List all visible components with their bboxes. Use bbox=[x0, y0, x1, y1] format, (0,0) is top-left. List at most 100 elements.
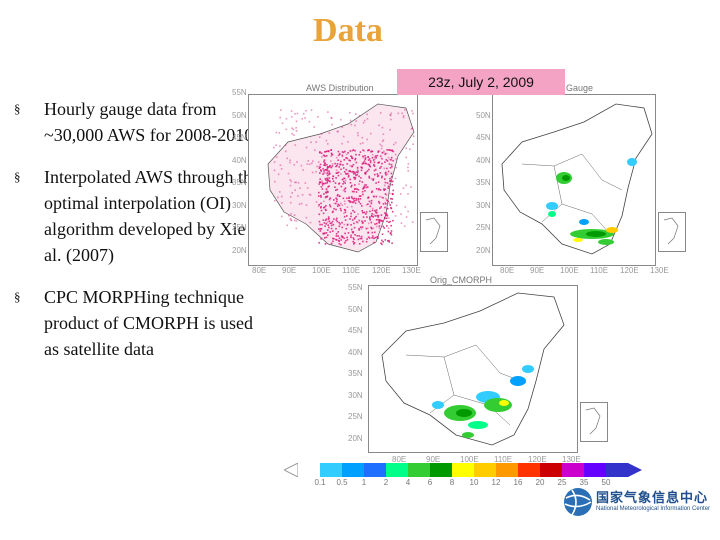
aws-station-point bbox=[391, 183, 393, 186]
aws-station-point bbox=[353, 226, 356, 229]
aws-station-point bbox=[355, 113, 357, 115]
aws-station-point bbox=[281, 195, 283, 198]
aws-station-point bbox=[325, 150, 328, 153]
lat-tick-label: 20N bbox=[232, 245, 247, 255]
lon-tick-label: 110E bbox=[494, 455, 513, 464]
aws-station-point bbox=[349, 182, 352, 184]
aws-station-point bbox=[293, 219, 296, 222]
aws-station-point bbox=[369, 216, 371, 218]
aws-station-point bbox=[380, 220, 383, 222]
aws-station-point bbox=[354, 187, 357, 190]
aws-station-point bbox=[335, 177, 337, 179]
aws-station-point bbox=[300, 164, 303, 167]
aws-station-point bbox=[338, 152, 341, 155]
aws-station-point bbox=[388, 149, 390, 151]
aws-station-point bbox=[274, 180, 276, 183]
lat-tick-label: 50N bbox=[232, 110, 247, 120]
legend-label: 6 bbox=[427, 478, 433, 487]
aws-station-point bbox=[352, 163, 355, 166]
aws-station-point bbox=[370, 214, 373, 217]
aws-station-point bbox=[344, 187, 347, 189]
aws-station-point bbox=[373, 169, 376, 172]
aws-station-point bbox=[326, 221, 329, 224]
aws-station-point bbox=[352, 231, 355, 233]
legend-swatch bbox=[298, 463, 321, 477]
aws-station-point bbox=[357, 199, 360, 201]
aws-station-point bbox=[390, 114, 392, 117]
aws-station-point bbox=[337, 194, 339, 196]
aws-station-point bbox=[390, 230, 393, 232]
aws-station-point bbox=[379, 207, 381, 209]
aws-station-point bbox=[374, 215, 377, 217]
aws-station-point bbox=[354, 158, 356, 161]
aws-station-point bbox=[346, 238, 349, 241]
aws-station-point bbox=[389, 180, 391, 182]
aws-station-point bbox=[366, 170, 369, 172]
aws-station-point bbox=[390, 207, 393, 210]
aws-station-point bbox=[388, 163, 391, 165]
aws-station-point bbox=[338, 225, 341, 228]
aws-station-point bbox=[359, 142, 362, 145]
aws-station-point bbox=[338, 182, 341, 185]
aws-station-point bbox=[327, 150, 330, 153]
aws-station-point bbox=[364, 220, 366, 222]
aws-station-point bbox=[308, 193, 311, 196]
aws-station-point bbox=[347, 152, 349, 154]
aws-station-point bbox=[353, 211, 356, 213]
lat-tick-label: 35N bbox=[348, 369, 363, 378]
legend-swatch bbox=[584, 463, 607, 477]
aws-station-point bbox=[377, 188, 380, 191]
aws-station-point bbox=[311, 162, 313, 165]
aws-station-point bbox=[351, 150, 353, 152]
aws-station-point bbox=[318, 228, 320, 230]
aws-station-point bbox=[326, 195, 329, 198]
aws-station-point bbox=[361, 136, 364, 139]
aws-station-point bbox=[363, 185, 366, 188]
aws-station-point bbox=[367, 163, 369, 166]
aws-station-point bbox=[289, 179, 291, 181]
aws-station-point bbox=[375, 168, 377, 171]
aws-station-point bbox=[320, 228, 323, 230]
aws-station-point bbox=[323, 222, 326, 224]
aws-station-point bbox=[368, 237, 371, 239]
aws-station-point bbox=[342, 151, 345, 154]
aws-station-point bbox=[308, 120, 311, 123]
aws-station-point bbox=[365, 240, 368, 243]
aws-station-point bbox=[326, 168, 328, 171]
aws-station-point bbox=[357, 238, 360, 241]
aws-station-point bbox=[337, 159, 339, 161]
aws-station-point bbox=[369, 210, 371, 213]
legend-label: 1 bbox=[361, 478, 367, 487]
aws-station-point bbox=[332, 175, 334, 177]
aws-station-point bbox=[301, 194, 304, 196]
aws-station-point bbox=[305, 109, 307, 112]
aws-station-point bbox=[330, 155, 332, 157]
aws-station-point bbox=[395, 158, 397, 160]
aws-station-point bbox=[373, 158, 376, 161]
aws-station-point bbox=[407, 170, 409, 172]
aws-station-point bbox=[336, 163, 339, 165]
aws-station-point bbox=[296, 112, 299, 115]
aws-station-point bbox=[387, 200, 389, 203]
aws-station-point bbox=[344, 203, 346, 205]
aws-station-point bbox=[359, 226, 362, 228]
aws-station-point bbox=[342, 236, 344, 238]
aws-station-point bbox=[350, 228, 353, 231]
aws-station-point bbox=[365, 213, 367, 215]
aws-station-point bbox=[343, 177, 346, 180]
legend-label: 8 bbox=[449, 478, 455, 487]
aws-station-point bbox=[335, 197, 337, 199]
aws-station-point bbox=[372, 227, 375, 229]
aws-station-point bbox=[349, 218, 351, 220]
lon-tick-label: 80E bbox=[252, 266, 267, 275]
aws-station-point bbox=[346, 197, 348, 200]
aws-station-point bbox=[324, 196, 327, 198]
aws-station-point bbox=[294, 113, 296, 115]
aws-station-point bbox=[380, 214, 383, 216]
aws-station-point bbox=[323, 159, 326, 161]
aws-station-point bbox=[326, 167, 329, 169]
aws-station-point bbox=[375, 209, 378, 211]
aws-station-point bbox=[360, 195, 362, 197]
aws-station-point bbox=[323, 193, 325, 195]
aws-station-point bbox=[342, 197, 345, 200]
